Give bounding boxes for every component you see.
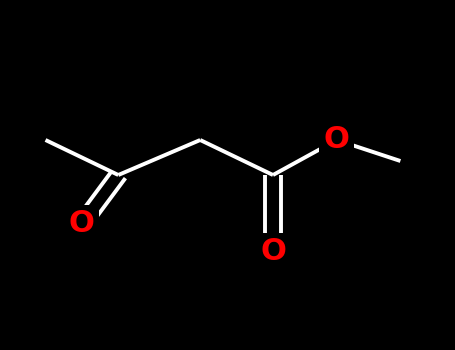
Text: O: O xyxy=(324,126,349,154)
Text: O: O xyxy=(260,238,286,266)
Text: O: O xyxy=(69,210,95,238)
